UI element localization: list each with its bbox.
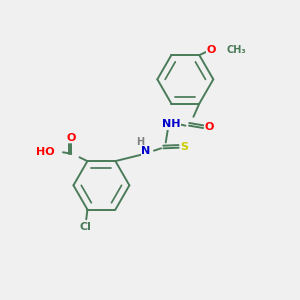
Text: N: N [141, 146, 150, 156]
Text: H: H [136, 137, 145, 147]
Text: S: S [181, 142, 189, 152]
Text: HO: HO [35, 147, 54, 157]
Text: CH₃: CH₃ [227, 45, 247, 55]
Text: O: O [67, 133, 76, 142]
Text: O: O [205, 122, 214, 132]
Text: O: O [207, 45, 216, 55]
Text: Cl: Cl [79, 222, 91, 232]
Text: NH: NH [161, 119, 180, 129]
